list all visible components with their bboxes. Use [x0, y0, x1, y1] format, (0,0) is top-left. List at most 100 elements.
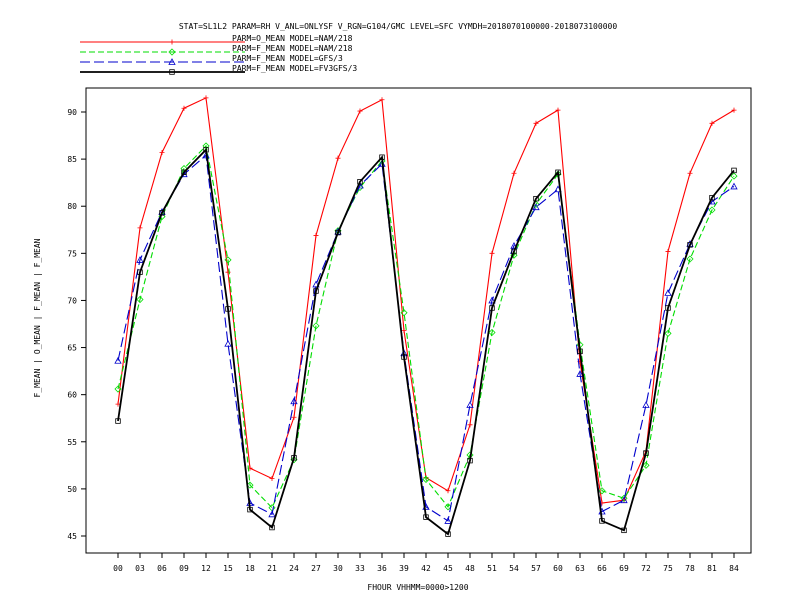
data-point — [730, 182, 738, 190]
series-4 — [115, 146, 737, 537]
data-point — [533, 195, 539, 202]
data-point — [114, 356, 122, 364]
series-line — [117, 154, 735, 522]
legend-entry: PARM=F_MEAN MODEL=NAM/218 — [80, 44, 353, 56]
x-tick-label: 63 — [575, 564, 585, 573]
x-tick-label: 30 — [333, 564, 343, 573]
data-point — [532, 203, 540, 211]
data-point — [708, 206, 716, 214]
x-tick-label: 33 — [355, 564, 365, 573]
data-point — [268, 510, 276, 518]
x-tick-label: 03 — [135, 564, 145, 573]
data-point — [576, 370, 584, 377]
data-point — [225, 306, 231, 312]
x-tick-label: 36 — [377, 564, 387, 573]
legend-entry: PARM=F_MEAN MODEL=FV3GFS/3 — [80, 64, 357, 75]
data-point — [555, 169, 561, 176]
data-point — [621, 527, 627, 534]
data-point — [686, 255, 694, 263]
data-point — [687, 170, 693, 176]
x-tick-label: 12 — [201, 564, 211, 573]
data-point — [291, 414, 297, 420]
x-tick-label: 72 — [641, 564, 651, 573]
data-point — [114, 385, 122, 393]
x-tick-label: 21 — [267, 564, 277, 573]
data-point — [401, 328, 407, 334]
data-point — [665, 305, 671, 311]
series-line — [117, 144, 735, 509]
data-point — [137, 225, 143, 231]
x-axis: 00 03 06 09 12 15 18 21 24 27 30 33 36 39 42 45 48 51 54 57… — [113, 553, 739, 573]
data-point — [115, 418, 121, 424]
plot-frame — [85, 87, 752, 554]
data-point — [169, 69, 175, 75]
x-tick-label: 60 — [553, 564, 563, 573]
data-point — [169, 39, 175, 45]
data-point — [687, 242, 693, 248]
data-point — [511, 170, 517, 176]
legend-label: PARM=F_MEAN MODEL=NAM/218 — [232, 44, 353, 53]
x-tick-label: 39 — [399, 564, 409, 573]
data-point — [203, 146, 209, 153]
data-point — [731, 167, 737, 174]
data-point — [137, 269, 143, 275]
legend-entry: PARM=F_MEAN MODEL=GFS/3 — [80, 54, 343, 65]
series-2 — [114, 142, 738, 512]
series-3 — [114, 151, 738, 524]
x-tick-label: 45 — [443, 564, 453, 573]
data-point — [664, 329, 672, 337]
legend-label: PARM=F_MEAN MODEL=GFS/3 — [232, 54, 343, 63]
data-point — [642, 461, 650, 469]
data-point — [620, 496, 628, 504]
data-point — [642, 401, 650, 408]
y-tick-label: 60 — [67, 391, 77, 400]
data-point — [203, 95, 209, 101]
data-point — [709, 120, 715, 126]
data-point — [467, 422, 473, 428]
data-point — [445, 531, 451, 537]
legend-entry: PARM=O_MEAN MODEL=NAM/218 — [80, 34, 353, 45]
x-tick-label: 51 — [487, 564, 497, 573]
x-tick-label: 54 — [509, 564, 519, 573]
y-tick-label: 70 — [67, 296, 77, 305]
x-tick-label: 42 — [421, 564, 431, 573]
data-point — [598, 487, 606, 495]
data-point — [467, 457, 473, 464]
data-point — [709, 195, 715, 201]
series-layer — [114, 95, 738, 537]
data-point — [312, 322, 320, 330]
data-point — [313, 288, 319, 294]
x-tick-label: 66 — [597, 564, 607, 573]
data-point — [445, 488, 451, 494]
data-point — [488, 328, 496, 337]
data-point — [181, 105, 187, 111]
chart-title: STAT=SL1L2 PARAM=RH V_ANL=ONLYSF V_RGN=G… — [179, 22, 617, 31]
y-tick-label: 65 — [67, 344, 77, 353]
data-point — [730, 172, 738, 180]
y-tick-label: 90 — [67, 108, 77, 117]
data-point — [290, 397, 298, 405]
x-tick-label: 06 — [157, 564, 167, 573]
data-point — [444, 517, 452, 524]
x-tick-label: 24 — [289, 564, 299, 573]
data-point — [599, 518, 605, 524]
x-axis-label: FHOUR VHHMM=0000>1200 — [367, 583, 468, 592]
data-point — [357, 108, 363, 114]
data-point — [489, 305, 495, 311]
data-point — [577, 348, 583, 355]
x-tick-label: 00 — [113, 564, 123, 573]
data-point — [401, 354, 407, 360]
data-point — [488, 296, 496, 304]
y-axis: 45 50 55 60 65 70 75 80 85 90 — [67, 108, 86, 541]
data-point — [444, 503, 452, 511]
series-line — [117, 97, 735, 504]
data-point — [665, 248, 671, 254]
data-point — [466, 401, 474, 408]
data-point — [335, 155, 341, 161]
x-tick-label: 75 — [663, 564, 673, 573]
data-point — [379, 97, 385, 103]
data-point — [731, 107, 737, 113]
y-tick-label: 80 — [67, 202, 77, 211]
